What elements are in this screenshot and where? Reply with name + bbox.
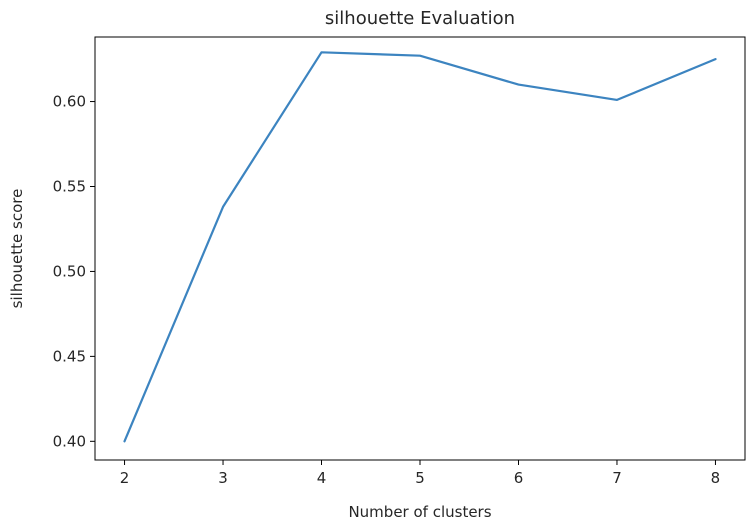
y-tick-label: 0.40	[53, 432, 86, 450]
y-tick-label: 0.60	[53, 93, 86, 111]
x-tick-label: 8	[711, 469, 721, 487]
y-tick-label: 0.55	[53, 177, 86, 195]
x-axis-label: Number of clusters	[348, 503, 491, 521]
y-tick-label: 0.45	[53, 347, 86, 365]
series-line	[123, 51, 717, 443]
x-tick-label: 2	[120, 469, 130, 487]
x-tick-label: 6	[514, 469, 524, 487]
x-tick-label: 4	[317, 469, 327, 487]
y-axis-label: silhouette score	[8, 189, 26, 309]
x-tick-label: 5	[415, 469, 425, 487]
x-tick-label: 3	[218, 469, 228, 487]
y-axis: 0.40 0.45 0.50 0.55 0.60	[53, 93, 95, 450]
plot-area: 2 3 4 5 6 7 8 0.40 0.45 0.50 0.55 0.60	[53, 36, 746, 487]
x-axis: 2 3 4 5 6 7 8	[120, 460, 720, 487]
series-layer	[123, 51, 717, 443]
chart-title: silhouette Evaluation	[325, 8, 515, 29]
y-tick-label: 0.50	[53, 262, 86, 280]
x-tick-label: 7	[612, 469, 622, 487]
